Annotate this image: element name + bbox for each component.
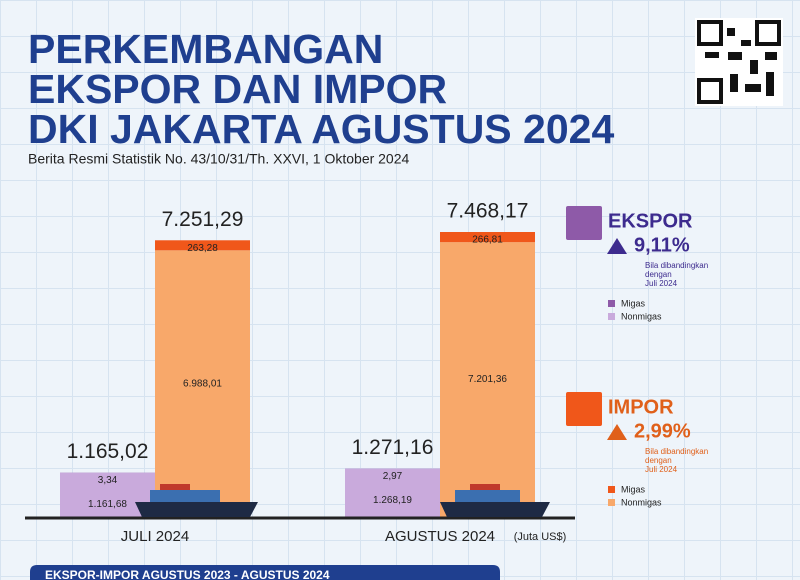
footer-title: EKSPOR-IMPOR AGUSTUS 2023 - AGUSTUS 2024 — [45, 568, 330, 580]
segment-label: 2,97 — [383, 471, 403, 482]
legend-swatch — [608, 313, 615, 320]
change-note: dengan — [645, 456, 672, 465]
change-value: 9,11% — [634, 234, 690, 256]
subtitle: Berita Resmi Statistik No. 43/10/31/Th. … — [28, 151, 410, 167]
change-note: Juli 2024 — [645, 279, 678, 288]
bar-segment — [440, 242, 535, 517]
panel-title: IMPOR — [608, 396, 674, 418]
ship — [135, 484, 550, 517]
bar-segment — [155, 240, 250, 251]
segment-label: 263,28 — [187, 243, 218, 254]
total-label: 1.165,02 — [67, 440, 149, 463]
segment-label: 1.268,19 — [373, 495, 412, 506]
total-label: 1.271,16 — [352, 436, 434, 459]
change-value: 2,99% — [634, 420, 691, 442]
container-icon — [566, 206, 602, 240]
segment-label: 1.161,68 — [88, 499, 127, 510]
qr-code — [695, 18, 783, 106]
title-line: PERKEMBANGAN — [28, 26, 383, 72]
legend-label: Migas — [621, 298, 646, 308]
legend-label: Nonmigas — [621, 497, 662, 507]
segment-label: 6.988,01 — [183, 378, 222, 389]
panel-title: EKSPOR — [608, 210, 693, 232]
total-label: 7.251,29 — [162, 208, 244, 231]
category-label: JULI 2024 — [121, 528, 189, 545]
legend-label: Nonmigas — [621, 311, 662, 321]
legend-swatch — [608, 486, 615, 493]
change-note: dengan — [645, 270, 672, 279]
total-label: 7.468,17 — [447, 200, 529, 223]
title-line: DKI JAKARTA AGUSTUS 2024 — [28, 106, 614, 152]
legend-swatch — [608, 300, 615, 307]
container-icon — [566, 392, 602, 426]
segment-label: 7.201,36 — [468, 374, 507, 385]
category-label: AGUSTUS 2024 — [385, 528, 495, 545]
segment-label: 266,81 — [472, 235, 503, 246]
segment-label: 3,34 — [98, 475, 118, 486]
unit-label: (Juta US$) — [514, 531, 567, 543]
footer-band — [30, 565, 500, 580]
bar-segment — [155, 250, 250, 517]
legend-swatch — [608, 499, 615, 506]
bar-segment — [345, 468, 440, 517]
change-arrow — [607, 424, 627, 440]
change-note: Juli 2024 — [645, 465, 678, 474]
change-note: Bila dibandingkan — [645, 447, 708, 456]
change-note: Bila dibandingkan — [645, 261, 708, 270]
change-arrow — [607, 238, 627, 254]
title-line: EKSPOR DAN IMPOR — [28, 66, 447, 112]
bar-segment — [440, 232, 535, 243]
legend-label: Migas — [621, 484, 646, 494]
